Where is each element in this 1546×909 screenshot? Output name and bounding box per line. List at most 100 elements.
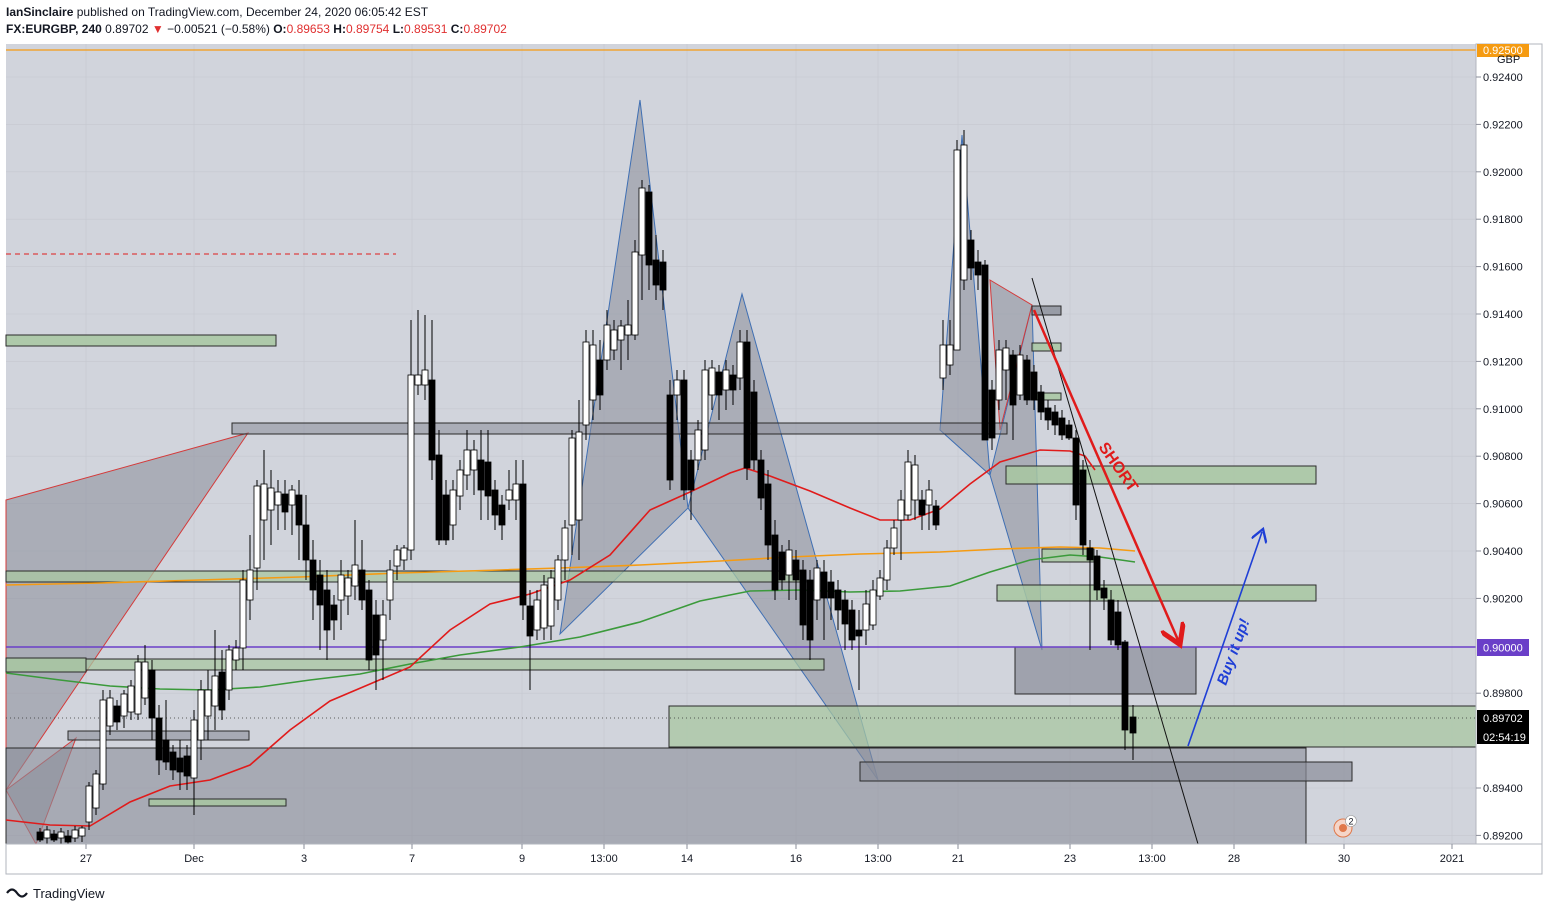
candle-body (232, 647, 240, 661)
alert-icon[interactable]: 2 (1333, 815, 1357, 838)
candle-body (379, 614, 387, 641)
x-tick-label: 13:00 (864, 853, 892, 865)
x-tick-label: 30 (1338, 853, 1350, 865)
candle-body (925, 489, 933, 506)
publisher-name[interactable]: IanSinclaire (6, 5, 74, 19)
x-tick-label: 9 (519, 853, 525, 865)
green-zone-top-left (5, 334, 277, 347)
open-value: 0.89653 (286, 22, 330, 36)
candle-body (106, 697, 114, 727)
pattern-left-wedge (5, 432, 250, 792)
close-label: C: (450, 22, 464, 36)
x-tick-label: 23 (1064, 853, 1076, 865)
candle-body (750, 391, 758, 461)
candle-body (365, 589, 373, 661)
candle-body (876, 577, 884, 597)
green-zone-current (668, 705, 1477, 748)
candle-body (505, 489, 513, 501)
candle-body (449, 489, 457, 526)
candle-body (274, 491, 282, 506)
candle-body (288, 489, 296, 506)
x-tick-label: 21 (952, 853, 964, 865)
candle-body (99, 699, 107, 785)
candle-body (687, 459, 695, 491)
candle-body (1107, 599, 1115, 641)
candle-body (666, 394, 674, 481)
y-tick-label: 0.89200 (1483, 830, 1523, 842)
candle-body (197, 689, 205, 741)
candle-body (715, 371, 723, 396)
y-tick-label: 0.91800 (1483, 214, 1523, 226)
candle-body (358, 569, 366, 601)
candle-body (246, 569, 254, 601)
candle-body (400, 547, 408, 561)
open-label: O: (273, 22, 287, 36)
candle-body (1002, 347, 1010, 371)
symbol-line: FX:EURGBP, 240 0.89702 ▼ −0.00521 (−0.58… (6, 22, 507, 36)
candle-body (484, 461, 492, 497)
candle-body (1044, 407, 1052, 421)
candle-body (1093, 555, 1101, 591)
candle-body (435, 454, 443, 541)
candle-body (323, 589, 331, 631)
green-zone-small-left (148, 798, 287, 807)
badge-last-price: 0.89702 02:54:19 (1477, 710, 1529, 744)
tradingview-logo-icon (6, 888, 28, 898)
y-tick-label: 0.89800 (1483, 688, 1523, 700)
candle-body (547, 577, 555, 627)
candle-body (575, 431, 583, 521)
candle-body (1058, 417, 1066, 436)
candle-body (764, 483, 772, 546)
candle-body (827, 581, 835, 599)
candle-body (883, 547, 891, 581)
candle-body (568, 437, 576, 526)
candle-body (267, 487, 275, 511)
candle-body (946, 344, 954, 366)
candle-body (120, 693, 128, 717)
candle-body (1016, 354, 1024, 396)
candle-body (169, 751, 177, 771)
candle-body (239, 579, 247, 649)
pattern-bcd-1 (687, 292, 879, 781)
candle-body (414, 374, 422, 386)
candle-body (757, 459, 765, 499)
published-text: published on TradingView.com, December 2… (76, 5, 429, 19)
candle-body (792, 559, 800, 581)
candle-body (463, 449, 471, 476)
candle-body (211, 675, 219, 707)
candle-body (260, 483, 268, 521)
candle-body (1051, 411, 1059, 426)
candle-body (295, 494, 303, 526)
x-axis-ticks: 27 Dec 3 7 9 13:00 14 16 13:00 21 23 13:00 28 30 2021 (80, 844, 1464, 865)
candle-body (281, 493, 289, 513)
candle-body (638, 187, 646, 256)
ema-red-line (5, 449, 1096, 827)
candle-body (799, 569, 807, 626)
candle-body (519, 483, 527, 606)
candle-body (351, 564, 359, 587)
x-tick-label: 2021 (1440, 853, 1464, 865)
candle-body (911, 464, 919, 501)
candle-body (960, 144, 968, 281)
candle-body (141, 661, 149, 699)
candle-body (939, 344, 947, 379)
candle-body (78, 827, 86, 837)
publisher-line: IanSinclaire published on TradingView.co… (6, 5, 428, 19)
candle-body (491, 489, 499, 516)
symbol-label[interactable]: FX:EURGBP, 240 (6, 22, 102, 36)
candle-body (407, 374, 415, 551)
candle-body (890, 527, 898, 549)
x-tick-label: 14 (681, 853, 693, 865)
candle-body (897, 499, 905, 521)
y-tick-label: 0.91000 (1483, 404, 1523, 416)
high-label: H: (333, 22, 346, 36)
candle-body (778, 551, 786, 581)
candle-body (1100, 587, 1108, 599)
x-axis-panel[interactable] (5, 843, 1543, 875)
footer-brand[interactable]: TradingView (33, 885, 105, 901)
candle-body (652, 259, 660, 286)
candle-body (743, 341, 751, 469)
green-zone-right-mini1 (1031, 342, 1062, 352)
candle-body (862, 603, 870, 631)
